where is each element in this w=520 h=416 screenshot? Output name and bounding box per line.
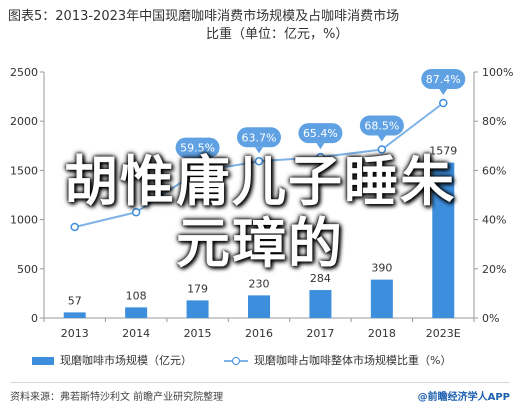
x-tick-label: 2016	[245, 327, 273, 340]
legend-line-label: 现磨咖啡占咖啡整体市场规模比重（%）	[254, 354, 452, 367]
footer: 资料来源：弗若斯特沙利文 前瞻产业研究院整理 @前瞻经济学人APP	[10, 386, 510, 406]
y-right-tick-label: 60%	[482, 164, 506, 177]
share-value-label: 65.4%	[303, 127, 338, 140]
y-left-tick-label: 0	[31, 312, 38, 325]
share-point	[131, 207, 141, 217]
bar-value-label: 284	[310, 272, 331, 285]
share-callout-bubble	[175, 137, 220, 158]
bar-value-label: 1579	[429, 145, 457, 158]
bar	[248, 295, 270, 318]
share-callout-pointer	[193, 157, 202, 164]
bar-value-label: 230	[249, 277, 270, 290]
y-left-tick-label: 500	[17, 263, 38, 276]
bar-value-label: 108	[126, 289, 147, 302]
x-tick-label: 2014	[122, 327, 150, 340]
share-callout-bubble	[421, 68, 466, 89]
x-tick-label: 2023E	[426, 327, 461, 340]
share-value-label: 87.4%	[426, 73, 461, 86]
bar	[125, 307, 148, 318]
x-tick-label: 2017	[306, 327, 334, 340]
x-tick-label: 2013	[61, 327, 89, 340]
share-callout-pointer	[377, 135, 386, 142]
share-value-label: 63.7%	[242, 131, 277, 144]
y-right-tick-label: 0%	[482, 312, 499, 325]
share-value-label: 68.5%	[364, 119, 399, 132]
y-left-tick-label: 2000	[10, 115, 38, 128]
chart-title-line1: 图表5：2013-2023年中国现磨咖啡消费市场规模及占咖啡消费市场	[8, 9, 400, 24]
share-callout-bubble	[359, 115, 404, 136]
bar-value-label: 179	[187, 282, 208, 295]
legend-bar-swatch	[32, 357, 54, 365]
legend-item-bar: 现磨咖啡市场规模（亿元）	[32, 352, 192, 368]
share-callout-bubble	[298, 123, 343, 144]
source-note: 资料来源：弗若斯特沙利文 前瞻产业研究院整理	[10, 392, 224, 403]
share-point	[193, 167, 202, 176]
share-value-label: 59.5%	[180, 142, 215, 155]
bar	[63, 312, 86, 318]
y-right-tick-label: 80%	[482, 115, 506, 128]
share-point	[254, 157, 264, 166]
share-callout-pointer	[255, 147, 263, 154]
brand-watermark: @前瞻经济学人APP	[417, 392, 510, 403]
share-point	[439, 98, 448, 108]
bar-value-label: 390	[371, 262, 392, 275]
x-tick-label: 2018	[368, 327, 396, 340]
y-left-tick-label: 1000	[10, 214, 38, 227]
y-right-tick-label: 100%	[482, 66, 513, 79]
legend-line-swatch	[224, 356, 248, 366]
chart-title: 图表5：2013-2023年中国现磨咖啡消费市场规模及占咖啡消费市场 比重（单位…	[8, 8, 508, 44]
share-point	[316, 152, 325, 162]
bar-value-label: 57	[68, 294, 82, 307]
share-callout-bubble	[237, 127, 281, 148]
chart-title-line2: 比重（单位：亿元，%）	[206, 27, 349, 42]
footer-divider	[10, 382, 510, 383]
bar	[309, 290, 332, 318]
share-callout-pointer	[439, 88, 448, 95]
share-point	[70, 222, 79, 232]
y-left-tick-label: 2500	[10, 66, 38, 79]
x-tick-label: 2015	[184, 327, 212, 340]
share-point	[377, 145, 387, 154]
bar	[370, 279, 393, 318]
bar	[432, 162, 455, 318]
y-right-tick-label: 40%	[482, 214, 506, 227]
overlay-line1: 胡惟庸儿子睡朱	[64, 149, 456, 213]
legend-bar-label: 现磨咖啡市场规模（亿元）	[60, 354, 192, 367]
bar	[186, 300, 209, 318]
y-left-tick-label: 1500	[10, 164, 38, 177]
share-callout-pointer	[316, 143, 325, 150]
y-right-tick-label: 20%	[482, 263, 506, 276]
legend-item-line: 现磨咖啡占咖啡整体市场规模比重（%）	[224, 352, 451, 368]
overlay-caption: 胡惟庸儿子睡朱 元璋的	[0, 150, 520, 274]
overlay-line2: 元璋的	[176, 211, 344, 275]
